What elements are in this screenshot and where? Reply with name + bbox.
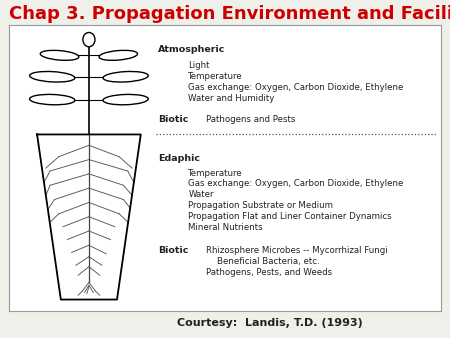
Text: Courtesy:  Landis, T.D. (1993): Courtesy: Landis, T.D. (1993) <box>177 318 363 328</box>
Text: Gas exchange: Oxygen, Carbon Dioxide, Ethylene: Gas exchange: Oxygen, Carbon Dioxide, Et… <box>188 179 404 188</box>
Ellipse shape <box>40 50 79 61</box>
Text: Pathogens, Pests, and Weeds: Pathogens, Pests, and Weeds <box>206 268 332 277</box>
Text: Beneficial Bacteria, etc.: Beneficial Bacteria, etc. <box>206 257 319 266</box>
Text: Temperature: Temperature <box>188 72 243 81</box>
Text: Temperature: Temperature <box>188 169 243 177</box>
Text: Propagation Flat and Liner Container Dynamics: Propagation Flat and Liner Container Dyn… <box>188 212 392 221</box>
Text: Biotic: Biotic <box>158 246 189 256</box>
Text: Water and Humidity: Water and Humidity <box>188 94 274 103</box>
Ellipse shape <box>99 50 138 61</box>
Text: Edaphic: Edaphic <box>158 154 200 163</box>
Text: Mineral Nutrients: Mineral Nutrients <box>188 223 263 232</box>
Ellipse shape <box>103 71 148 82</box>
Ellipse shape <box>30 71 75 82</box>
Text: Water: Water <box>188 190 214 199</box>
Text: Gas exchange: Oxygen, Carbon Dioxide, Ethylene: Gas exchange: Oxygen, Carbon Dioxide, Et… <box>188 83 404 92</box>
Text: Biotic: Biotic <box>158 115 189 124</box>
Text: Chap 3. Propagation Environment and Facility: Chap 3. Propagation Environment and Faci… <box>9 5 450 23</box>
Text: Pathogens and Pests: Pathogens and Pests <box>206 115 295 124</box>
Text: Atmospheric: Atmospheric <box>158 45 225 54</box>
Ellipse shape <box>103 94 148 105</box>
Text: Light: Light <box>188 62 210 70</box>
Text: Propagation Substrate or Medium: Propagation Substrate or Medium <box>188 201 333 210</box>
Ellipse shape <box>83 32 95 47</box>
Ellipse shape <box>30 94 75 105</box>
Text: Rhizosphere Microbes -- Mycorrhizal Fungi: Rhizosphere Microbes -- Mycorrhizal Fung… <box>206 246 387 256</box>
